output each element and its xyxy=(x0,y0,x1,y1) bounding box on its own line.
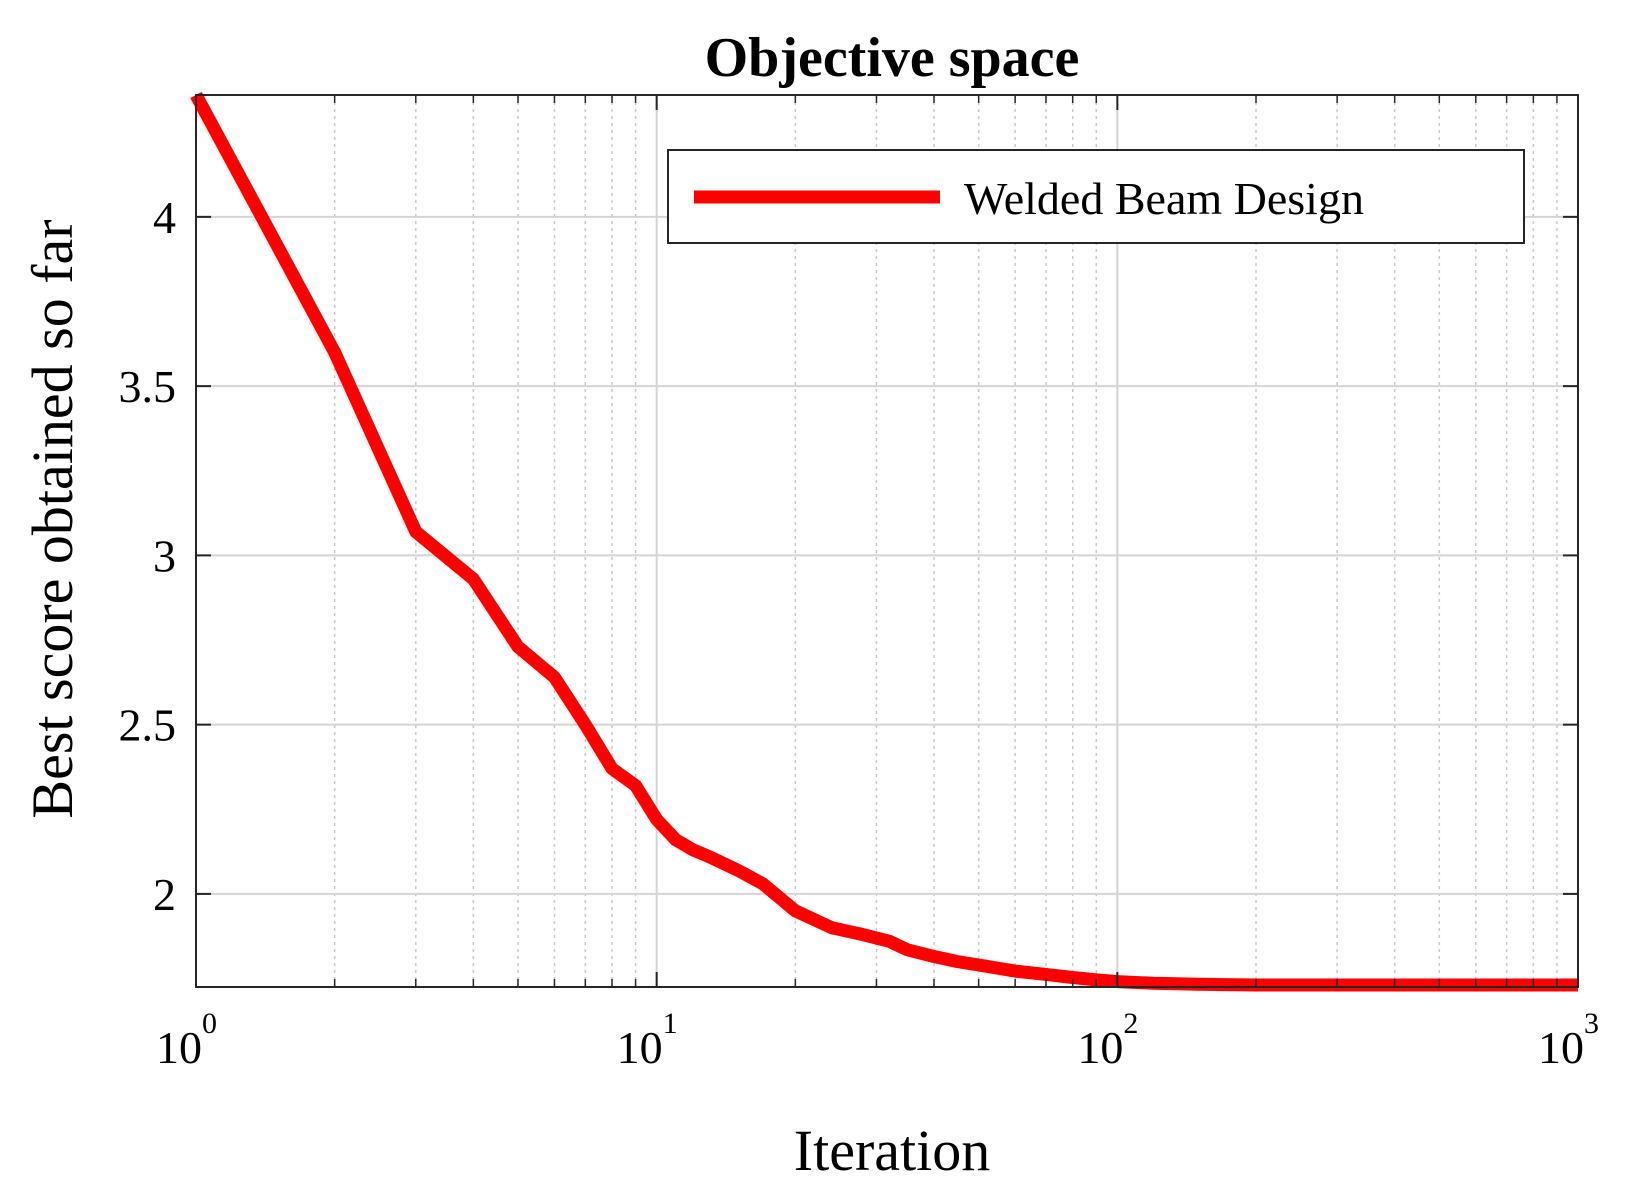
y-axis-label: Best score obtained so far xyxy=(20,219,85,818)
y-tick-label: 2.5 xyxy=(119,700,177,751)
x-tick-exponent: 3 xyxy=(1584,1007,1599,1040)
y-tick-label: 2 xyxy=(153,869,176,920)
x-tick-exponent: 0 xyxy=(202,1007,217,1040)
series-layer xyxy=(190,91,1578,992)
x-tick-exponent: 1 xyxy=(663,1007,678,1040)
y-tick-label: 4 xyxy=(153,192,176,243)
x-tick-base: 10 xyxy=(617,1022,663,1073)
legend-label: Welded Beam Design xyxy=(964,173,1364,224)
tick-marks xyxy=(195,95,1579,987)
x-axis-label: Iteration xyxy=(794,1118,990,1183)
x-tick-exponent: 2 xyxy=(1123,1007,1138,1040)
x-tick-base: 10 xyxy=(1538,1022,1584,1073)
x-tick-label: 10 0 xyxy=(156,1007,217,1073)
axes-frame xyxy=(195,94,1579,988)
series-line xyxy=(190,91,1578,992)
y-tick-label: 3.5 xyxy=(119,361,177,412)
y-tick-label: 3 xyxy=(153,530,176,581)
x-tick-label: 10 2 xyxy=(1077,1007,1138,1073)
x-tick-labels: 10 0 10 1 10 2 10 3 xyxy=(156,1007,1599,1073)
y-tick-labels: 2 2.5 3 3.5 4 xyxy=(119,192,177,920)
x-tick-label: 10 1 xyxy=(617,1007,678,1073)
legend: Welded Beam Design xyxy=(667,149,1525,244)
x-tick-base: 10 xyxy=(156,1022,202,1073)
x-tick-base: 10 xyxy=(1077,1022,1123,1073)
x-tick-label: 10 3 xyxy=(1538,1007,1599,1073)
chart-title: Objective space xyxy=(705,27,1080,89)
